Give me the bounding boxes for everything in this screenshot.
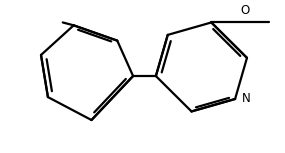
Text: N: N: [242, 93, 251, 106]
Text: O: O: [240, 4, 250, 17]
